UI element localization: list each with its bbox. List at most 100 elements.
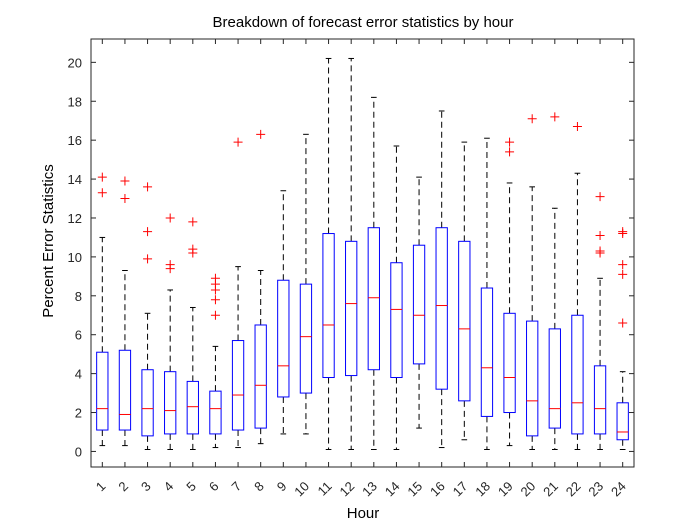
y-tick-label: 0 [75,444,82,459]
outlier-marker [165,260,175,270]
outlier-marker [143,227,153,237]
outlier-marker [120,176,130,186]
outlier-marker [120,194,130,204]
box [412,244,426,365]
box-group-hour-2 [118,176,132,447]
box [571,314,584,435]
box-group-hour-4 [164,213,177,450]
outlier-marker [618,318,628,328]
y-tick-label: 16 [68,133,82,148]
y-tick-label: 6 [75,328,82,343]
x-tick-label: 5 [183,479,199,495]
box [548,328,561,429]
box [254,324,267,429]
outlier-marker [97,172,107,182]
outlier-marker [595,192,605,202]
box-group-hour-21 [548,112,561,450]
outlier-marker [188,217,198,227]
box-group-hour-5 [186,217,199,450]
outlier-marker [527,114,537,124]
outlier-marker [618,260,628,270]
outlier-marker [210,273,220,283]
box-group-hour-17 [458,141,471,441]
box-group-hour-13 [367,96,380,450]
outlier-marker [595,230,605,240]
box-group-hour-10 [299,133,313,435]
x-tick-label: 15 [404,479,425,500]
box-group-hour-3 [141,182,154,450]
x-tick-label: 23 [585,479,606,500]
box-group-hour-7 [231,137,245,449]
box [367,227,380,371]
outlier-marker [505,147,515,157]
box [277,279,290,398]
y-tick-label: 2 [75,406,82,421]
y-tick-label: 10 [68,250,82,265]
outlier-marker [210,295,220,305]
x-tick-label: 17 [450,479,471,500]
outlier-marker [572,122,582,132]
box [526,320,539,437]
box [299,283,313,394]
x-tick-label: 18 [472,479,493,500]
box [480,287,494,417]
plot-area [96,57,629,450]
box-group-hour-12 [345,57,358,450]
box [503,312,516,414]
box-group-hour-22 [571,122,584,450]
box-group-hour-23 [593,192,607,450]
box-group-hour-11 [322,57,335,450]
outlier-marker [505,137,515,147]
box [616,402,629,441]
outlier-marker [233,137,243,147]
box [164,371,177,435]
x-tick-label: 9 [274,479,290,495]
box [435,227,448,390]
x-tick-label: 7 [228,479,244,495]
x-tick-label: 10 [291,479,312,500]
x-tick-label: 8 [251,479,267,495]
outlier-marker [143,254,153,264]
x-tick-label: 24 [608,479,629,500]
outlier-marker [165,213,175,223]
y-tick-label: 20 [68,55,82,70]
box [458,240,471,402]
y-tick-label: 4 [75,367,82,382]
x-tick-label: 14 [382,479,403,500]
x-tick-label: 19 [495,479,516,500]
box [186,380,199,435]
box [345,240,358,377]
box-group-hour-8 [254,129,267,445]
box [209,390,222,435]
box [593,365,607,435]
y-tick-label: 12 [68,211,82,226]
x-tick-label: 1 [93,479,109,495]
box-group-hour-18 [480,137,494,450]
box-group-hour-16 [435,110,448,449]
box-group-hour-9 [277,190,290,435]
box [96,351,109,431]
x-tick-label: 20 [517,479,538,500]
x-tick-label: 4 [161,479,177,495]
outlier-marker [97,188,107,198]
y-tick-label: 14 [68,172,82,187]
outlier-marker [143,182,153,192]
x-axis: 1 2 3 4 5 6 7 8 9 10 11 12 13 14 15 16 17 18 19 20 21 22 23 24 [93,39,629,499]
box-group-hour-1 [96,172,109,447]
outlier-marker [618,269,628,279]
y-axis-label: Percent Error Statistics [40,164,57,317]
outlier-marker [550,112,560,122]
y-tick-label: 18 [68,94,82,109]
box [390,262,403,379]
box-group-hour-15 [412,176,426,429]
box [141,369,154,437]
x-tick-label: 3 [138,479,154,495]
x-tick-label: 11 [315,479,335,499]
outlier-marker [618,227,628,237]
x-tick-label: 6 [206,479,222,495]
x-tick-label: 22 [563,479,584,500]
box [118,349,132,431]
outlier-marker [256,129,266,139]
box-group-hour-6 [209,273,222,449]
